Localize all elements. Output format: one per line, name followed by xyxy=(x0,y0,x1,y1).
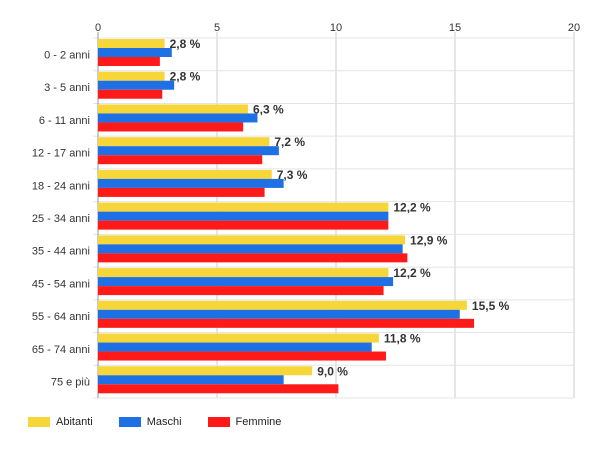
x-tick-label: 15 xyxy=(449,22,461,34)
data-label: 12,9 % xyxy=(410,233,448,247)
legend-label-abitanti: Abitanti xyxy=(56,416,93,428)
bar-femmine xyxy=(98,89,163,99)
legend-swatch-abitanti xyxy=(28,417,50,427)
bar-abitanti xyxy=(98,202,389,212)
y-tick-label: 75 e più xyxy=(51,377,90,389)
x-tick-label: 5 xyxy=(214,22,220,34)
y-tick-label: 55 - 64 anni xyxy=(32,311,90,323)
x-tick-label: 0 xyxy=(95,22,101,34)
bar-maschi xyxy=(98,375,284,385)
x-tick-label: 20 xyxy=(568,22,580,34)
bar-femmine xyxy=(98,187,265,197)
bar-maschi xyxy=(98,80,175,90)
y-tick-label: 65 - 74 anni xyxy=(32,344,90,356)
data-label: 7,2 % xyxy=(274,135,305,149)
legend-item-maschi[interactable]: Maschi xyxy=(118,416,182,428)
legend-item-abitanti[interactable]: Abitanti xyxy=(28,416,93,428)
bar-maschi xyxy=(98,146,279,156)
legend-label-femmine: Femmine xyxy=(235,416,282,428)
bar-maschi xyxy=(98,342,372,352)
bar-abitanti xyxy=(98,71,165,81)
bar-abitanti xyxy=(98,366,313,376)
data-label: 15,5 % xyxy=(472,299,510,313)
bar-femmine xyxy=(98,57,160,66)
y-tick-label: 35 - 44 anni xyxy=(32,246,90,258)
legend-swatch-femmine xyxy=(207,417,230,427)
bar-maschi xyxy=(98,211,389,221)
x-tick-label: 10 xyxy=(330,22,342,34)
bar-maschi xyxy=(98,113,258,123)
y-tick-label: 3 - 5 anni xyxy=(44,82,90,94)
y-tick-label: 45 - 54 anni xyxy=(32,278,90,290)
data-label: 2,8 % xyxy=(170,70,201,84)
bar-abitanti xyxy=(98,104,248,114)
y-tick-label: 6 - 11 anni xyxy=(39,115,90,127)
data-label: 9,0 % xyxy=(317,364,348,378)
bar-maschi xyxy=(98,277,394,287)
y-tick-label: 18 - 24 anni xyxy=(32,180,90,192)
bar-femmine xyxy=(98,220,389,230)
y-tick-label: 25 - 34 anni xyxy=(32,213,90,225)
y-tick-label: 12 - 17 anni xyxy=(32,148,90,160)
bar-femmine xyxy=(98,286,384,296)
bar-abitanti xyxy=(98,235,406,245)
legend-label-maschi: Maschi xyxy=(146,416,182,428)
data-label: 12,2 % xyxy=(393,201,431,215)
y-tick-label: 0 - 2 anni xyxy=(44,49,90,61)
bar-femmine xyxy=(98,122,244,132)
data-label: 6,3 % xyxy=(253,102,284,116)
bar-femmine xyxy=(98,155,263,165)
bar-abitanti xyxy=(98,300,467,310)
bar-maschi xyxy=(98,48,172,57)
bar-femmine xyxy=(98,384,339,394)
legend-swatch-maschi xyxy=(118,417,141,427)
data-label: 2,8 % xyxy=(170,37,201,51)
legend-item-femmine[interactable]: Femmine xyxy=(207,416,282,428)
bar-maschi xyxy=(98,309,460,319)
bar-abitanti xyxy=(98,169,272,179)
data-label: 12,2 % xyxy=(393,266,431,280)
data-label: 7,3 % xyxy=(277,168,308,182)
bar-maschi xyxy=(98,178,284,188)
bar-maschi xyxy=(98,244,403,254)
data-label: 11,8 % xyxy=(384,332,421,346)
bar-femmine xyxy=(98,351,386,361)
bar-abitanti xyxy=(98,333,379,343)
bar-abitanti xyxy=(98,137,270,147)
legend: Abitanti Maschi Femmine xyxy=(28,416,281,428)
bar-femmine xyxy=(98,318,475,328)
bar-abitanti xyxy=(98,39,165,48)
bar-abitanti xyxy=(98,268,389,278)
bar-femmine xyxy=(98,253,408,263)
